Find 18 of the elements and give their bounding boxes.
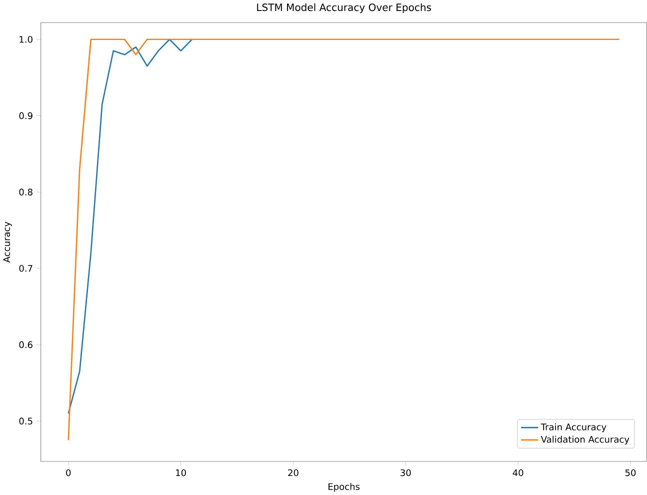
x-tick-label: 40 bbox=[512, 469, 524, 476]
y-tick-label: 0.6 bbox=[19, 341, 32, 348]
line-series bbox=[68, 38, 193, 414]
y-tick-label: 0.8 bbox=[19, 188, 32, 196]
chart-title: LSTM Model Accuracy Over Epochs bbox=[257, 3, 432, 13]
legend-label: Train Accuracy bbox=[540, 423, 606, 432]
y-tick-label: 0.5 bbox=[19, 418, 32, 424]
y-axis-title: Accuracy bbox=[3, 222, 12, 263]
x-tick-label: 30 bbox=[400, 469, 411, 476]
x-tick-label: 0 bbox=[66, 469, 71, 476]
legend-label: Validation Accuracy bbox=[540, 436, 630, 444]
x-tick-label: 20 bbox=[288, 469, 298, 476]
x-axis-title: Epochs bbox=[328, 482, 360, 492]
x-tick-label: 50 bbox=[625, 469, 636, 476]
y-tick-label: 1.0 bbox=[20, 36, 32, 43]
y-tick-label: 0.7 bbox=[19, 264, 32, 272]
y-tick-label: 0.9 bbox=[19, 112, 32, 120]
x-tick-label: 10 bbox=[176, 469, 186, 476]
